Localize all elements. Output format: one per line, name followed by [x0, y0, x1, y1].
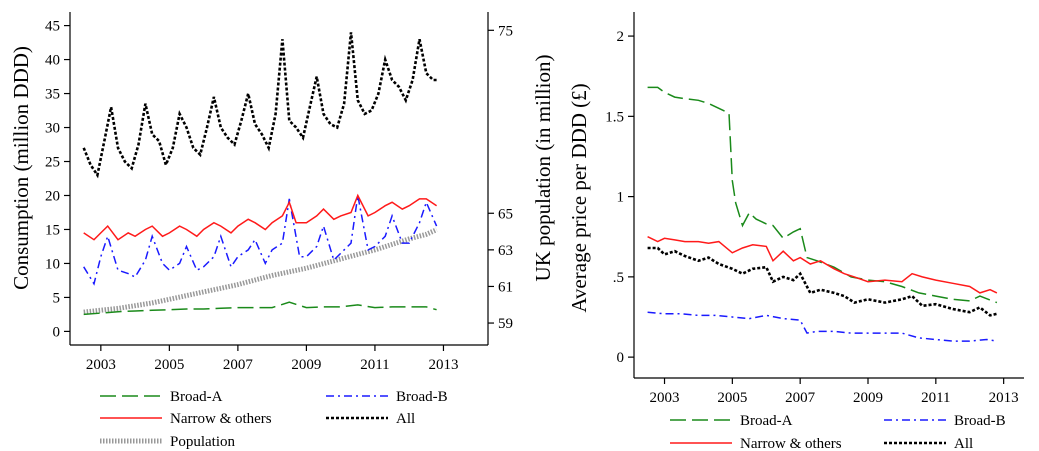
right-chart: Average price per DDD (£) 0.511.52 2003 2… [567, 12, 1024, 451]
left-chart: Consumption (million DDD) UK population … [9, 12, 555, 450]
right-y-tick-label: .5 [613, 270, 624, 286]
right-x-tick-label: 2011 [921, 390, 950, 406]
left-x-tick-label: 2007 [223, 357, 254, 373]
right-y-ticks: 0 .5 1 1.5 2 [605, 29, 634, 366]
right-x-ticks: 2003 2005 2007 2009 2011 2013 [650, 378, 1019, 406]
left-series-line-broad-b [83, 195, 438, 286]
right-legend: Broad-A Broad-B Narrow & others All [670, 413, 1006, 451]
left-series-line-all [82, 32, 437, 179]
left-y2-tick-label: 65 [498, 206, 513, 222]
left-legend-label: Population [170, 434, 236, 450]
left-y2-tick-label: 61 [498, 279, 513, 295]
left-legend-label: Broad-A [170, 389, 223, 405]
left-y2-axis-title: UK population (in million) [531, 55, 555, 282]
left-y-tick-label: 25 [45, 155, 60, 171]
left-series [82, 32, 438, 316]
right-series-line-broad-a [647, 86, 998, 304]
right-series [647, 86, 998, 342]
right-x-tick-label: 2005 [717, 390, 747, 406]
left-y-tick-label: 35 [45, 87, 60, 103]
left-y-tick-label: 20 [45, 188, 60, 204]
left-y-ticks: 0 5 10 15 20 25 30 35 40 45 [45, 19, 70, 340]
left-series-line-population [83, 227, 438, 315]
right-y-tick-label: 2 [617, 29, 625, 45]
left-x-tick-label: 2011 [360, 357, 389, 373]
left-y-tick-label: 15 [45, 222, 60, 238]
right-y-tick-label: 1 [617, 190, 625, 206]
left-series-line-narrow-others [83, 193, 438, 241]
left-y-tick-label: 10 [45, 256, 60, 272]
right-legend-label: Broad-B [954, 413, 1006, 429]
left-x-tick-label: 2013 [428, 357, 458, 373]
right-x-tick-label: 2007 [785, 390, 816, 406]
left-x-tick-label: 2003 [86, 357, 116, 373]
left-y2-tick-label: 59 [498, 316, 513, 332]
left-y2-ticks: 59 61 63 65 75 [488, 23, 513, 332]
right-legend-label: Broad-A [740, 413, 793, 429]
right-x-tick-label: 2013 [989, 390, 1019, 406]
left-x-tick-label: 2005 [154, 357, 184, 373]
left-y-tick-label: 5 [53, 290, 61, 306]
left-x-ticks: 2003 2005 2007 2009 2011 2013 [86, 345, 458, 373]
left-y-tick-label: 30 [45, 121, 60, 137]
left-legend-label: Broad-B [396, 389, 448, 405]
left-y-tick-label: 45 [45, 19, 60, 35]
right-legend-label: All [954, 436, 973, 451]
left-x-tick-label: 2009 [291, 357, 321, 373]
left-y2-tick-label: 63 [498, 243, 513, 259]
right-y-tick-label: 1.5 [605, 109, 624, 125]
right-series-line-narrow-others [647, 236, 998, 294]
left-y-tick-label: 40 [45, 53, 60, 69]
right-legend-label: Narrow & others [740, 436, 842, 451]
left-legend-label: Narrow & others [170, 411, 272, 427]
right-y-axis-title: Average price per DDD (£) [567, 83, 591, 312]
right-y-tick-label: 0 [617, 350, 625, 366]
left-legend: Broad-A Broad-B Narrow & others All Populati… [100, 389, 448, 450]
left-series-line-broad-a [83, 301, 437, 316]
left-y2-tick-label: 75 [498, 23, 513, 39]
right-x-tick-label: 2009 [853, 390, 883, 406]
left-y-tick-label: 0 [53, 324, 61, 340]
right-series-line-broad-b [647, 311, 998, 342]
right-series-line-all [647, 246, 998, 317]
left-legend-label: All [396, 411, 415, 427]
right-x-tick-label: 2003 [650, 390, 680, 406]
left-y-axis-title: Consumption (million DDD) [9, 46, 33, 290]
